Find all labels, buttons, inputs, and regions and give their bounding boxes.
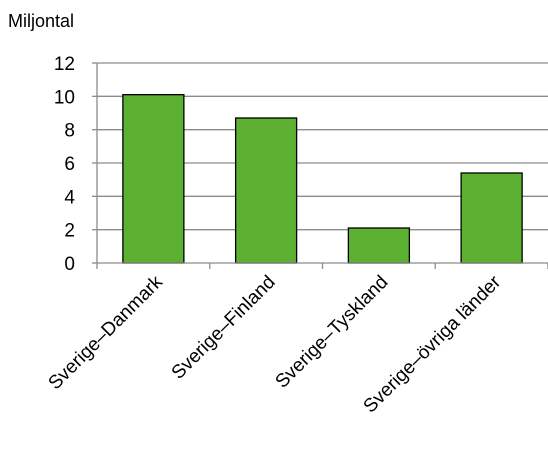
- y-tick-label: 0: [64, 254, 75, 275]
- y-tick-label: 12: [54, 54, 75, 75]
- x-category-label: Sverige–Danmark: [45, 271, 168, 394]
- y-tick-label: 2: [64, 221, 75, 242]
- bar-2: [234, 117, 298, 264]
- y-axis-unit-label: Miljontal: [8, 11, 74, 31]
- x-category-label: Sverige–Tyskland: [272, 272, 393, 393]
- y-tick-label: 10: [54, 87, 75, 108]
- bar-1: [122, 94, 185, 264]
- bar-3: [347, 227, 411, 264]
- x-category-label: Sverige–Finland: [168, 272, 280, 384]
- bar-4: [460, 172, 523, 264]
- y-tick-label: 4: [64, 187, 75, 208]
- y-tick-labels: 0 2 4 6 8 10 12: [54, 54, 76, 275]
- x-category-labels: Sverige–Danmark Sverige–FinlandSverige–Ty…: [45, 271, 506, 417]
- bars: [122, 94, 523, 264]
- y-tick-label: 8: [64, 121, 75, 142]
- axes: [92, 62, 548, 269]
- y-tick-label: 6: [64, 154, 75, 175]
